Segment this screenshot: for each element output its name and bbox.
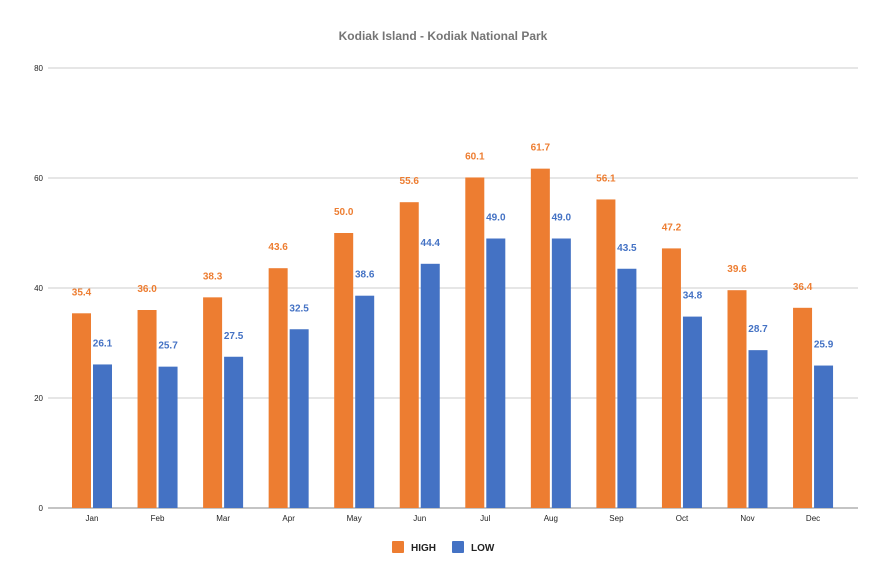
x-tick-label: Jun bbox=[413, 514, 426, 523]
legend-label-high: HIGH bbox=[411, 543, 436, 554]
bar-low bbox=[355, 295, 375, 508]
bar-high bbox=[465, 177, 485, 508]
bar-high bbox=[203, 297, 223, 508]
y-tick-label: 40 bbox=[34, 284, 43, 293]
bar-low bbox=[486, 238, 506, 508]
bar-high bbox=[596, 199, 616, 508]
x-tick-label: Jul bbox=[480, 514, 490, 523]
data-label: 43.6 bbox=[268, 242, 288, 253]
data-label: 25.7 bbox=[158, 341, 178, 352]
bar-high bbox=[727, 290, 747, 508]
chart-title: Kodiak Island - Kodiak National Park bbox=[339, 29, 548, 43]
bar-high bbox=[72, 313, 91, 508]
bar-low bbox=[289, 329, 309, 508]
bar-low bbox=[224, 356, 244, 508]
bar-low bbox=[93, 364, 112, 508]
data-label: 47.2 bbox=[662, 222, 682, 233]
y-tick-label: 60 bbox=[34, 174, 43, 183]
data-label: 36.0 bbox=[137, 284, 157, 295]
x-tick-label: Apr bbox=[282, 514, 295, 523]
x-tick-label: May bbox=[347, 514, 362, 523]
x-tick-label: Mar bbox=[216, 514, 230, 523]
data-label: 28.7 bbox=[748, 324, 768, 335]
x-tick-label: Aug bbox=[544, 514, 558, 523]
bar-low bbox=[158, 366, 178, 508]
data-label: 38.3 bbox=[203, 271, 223, 282]
data-label: 36.4 bbox=[793, 282, 813, 293]
bar-low bbox=[748, 350, 768, 508]
data-label: 49.0 bbox=[486, 213, 506, 224]
data-label: 43.5 bbox=[617, 243, 637, 254]
data-label: 26.1 bbox=[93, 338, 113, 349]
data-label: 44.4 bbox=[421, 238, 441, 249]
legend-swatch-low bbox=[452, 541, 464, 553]
x-tick-label: Sep bbox=[609, 514, 624, 523]
bar-high bbox=[137, 310, 157, 508]
data-label: 50.0 bbox=[334, 207, 354, 218]
data-label: 27.5 bbox=[224, 331, 244, 342]
data-label: 55.6 bbox=[400, 176, 420, 187]
legend-swatch-high bbox=[392, 541, 404, 553]
y-tick-label: 0 bbox=[39, 504, 44, 513]
y-tick-label: 20 bbox=[34, 394, 43, 403]
data-label: 32.5 bbox=[289, 303, 309, 314]
x-tick-label: Oct bbox=[676, 514, 689, 523]
y-tick-label: 80 bbox=[34, 64, 43, 73]
data-label: 25.9 bbox=[814, 340, 834, 351]
data-label: 38.6 bbox=[355, 270, 375, 281]
data-label: 39.6 bbox=[727, 264, 747, 275]
bar-high bbox=[793, 307, 813, 508]
bar-high bbox=[334, 233, 354, 508]
data-label: 56.1 bbox=[596, 173, 616, 184]
bar-low bbox=[682, 316, 702, 508]
bar-high bbox=[661, 248, 681, 508]
x-tick-label: Nov bbox=[740, 514, 754, 523]
bar-low bbox=[617, 268, 637, 508]
x-tick-label: Feb bbox=[151, 514, 165, 523]
x-tick-label: Jan bbox=[86, 514, 99, 523]
bar-high bbox=[530, 168, 550, 508]
data-label: 49.0 bbox=[552, 213, 572, 224]
legend-label-low: LOW bbox=[471, 543, 495, 554]
data-label: 60.1 bbox=[465, 151, 485, 162]
data-label: 35.4 bbox=[72, 287, 92, 298]
bar-high bbox=[268, 268, 288, 508]
data-label: 61.7 bbox=[531, 143, 551, 154]
bar-high bbox=[399, 202, 419, 508]
bar-low bbox=[420, 263, 440, 508]
data-label: 34.8 bbox=[683, 291, 703, 302]
bar-low bbox=[551, 238, 571, 508]
x-tick-label: Dec bbox=[806, 514, 820, 523]
bar-low bbox=[814, 365, 834, 508]
